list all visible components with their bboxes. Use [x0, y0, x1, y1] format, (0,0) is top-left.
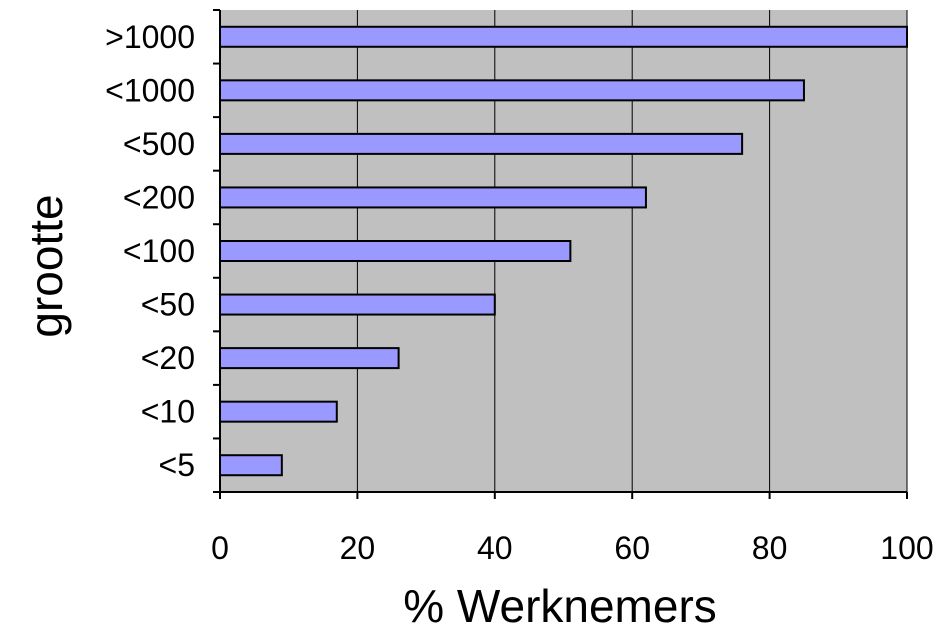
bar-1: [219, 79, 805, 102]
bar-6: [219, 347, 400, 370]
y-tick-label: <10: [141, 394, 195, 430]
y-tick-label: <500: [123, 126, 195, 162]
y-tick-label: <100: [123, 233, 195, 269]
x-tick-labels: 0 20 40 60 80 100: [211, 530, 934, 566]
x-tick-label: 60: [614, 530, 650, 566]
y-tick-label: <1000: [105, 72, 195, 108]
bars: [219, 25, 908, 477]
y-tick-label: <5: [159, 447, 195, 483]
bar-8: [219, 454, 283, 477]
x-tick-label: 20: [340, 530, 376, 566]
x-tick-label: 0: [211, 530, 229, 566]
x-tick-label: 40: [477, 530, 513, 566]
x-tick-label: 100: [880, 530, 933, 566]
axes: [213, 9, 908, 499]
bar-4: [219, 240, 572, 262]
x-axis-title: % Werknemers: [403, 580, 717, 630]
bar-0: [219, 25, 908, 48]
y-tick-label: <20: [141, 340, 195, 376]
bar-2: [219, 132, 744, 155]
x-tick-label: 80: [752, 530, 788, 566]
bar-7: [219, 400, 338, 423]
y-tick-label: <50: [141, 287, 195, 323]
y-tick-label: >1000: [105, 19, 195, 55]
y-axis-title: grootte: [20, 194, 72, 337]
y-tick-labels: >1000 <1000 <500 <200 <100 <50 <20 <10 <5: [105, 19, 195, 483]
bar-5: [219, 293, 496, 316]
bar-3: [219, 186, 647, 209]
y-tick-label: <200: [123, 179, 195, 215]
